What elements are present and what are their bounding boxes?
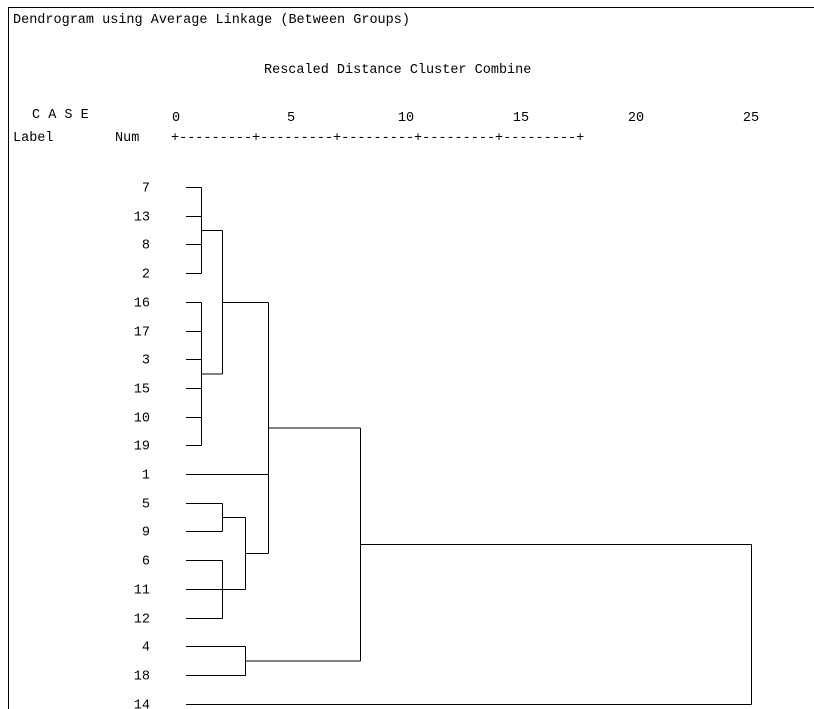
leaf-label: 2 (142, 268, 150, 283)
x-tick-label: 25 (743, 111, 759, 126)
label-header: Label (13, 131, 54, 146)
case-header: C A S E (32, 108, 89, 123)
chart-title: Dendrogram using Average Linkage (Betwee… (13, 13, 410, 28)
leaf-label: 3 (142, 354, 150, 369)
leaf-label: 1 (142, 469, 150, 484)
leaf-label: 19 (134, 440, 150, 455)
leaf-label: 4 (142, 641, 150, 656)
leaf-label: 13 (134, 211, 150, 226)
leaf-label: 5 (142, 498, 150, 513)
leaf-label: 16 (134, 297, 150, 312)
leaf-label: 8 (142, 239, 150, 254)
axis-title: Rescaled Distance Cluster Combine (264, 63, 532, 78)
leaf-label: 18 (134, 670, 150, 685)
leaf-label: 15 (134, 383, 150, 398)
leaf-label: 6 (142, 555, 150, 570)
x-tick-label: 20 (628, 111, 644, 126)
leaf-label: 10 (134, 412, 150, 427)
leaf-label: 17 (134, 326, 150, 341)
leaf-label: 12 (134, 613, 150, 628)
leaf-label: 9 (142, 526, 150, 541)
x-tick-label: 10 (398, 111, 414, 126)
x-tick-label: 15 (513, 111, 529, 126)
output-frame (8, 7, 814, 709)
leaf-label: 14 (134, 699, 150, 709)
x-tick-label: 5 (287, 111, 295, 126)
leaf-label: 7 (142, 182, 150, 197)
num-header: Num (115, 131, 140, 146)
x-tick-label: 0 (172, 111, 180, 126)
axis-rule: +---------+---------+---------+---------… (171, 131, 585, 146)
leaf-label: 11 (134, 584, 150, 599)
